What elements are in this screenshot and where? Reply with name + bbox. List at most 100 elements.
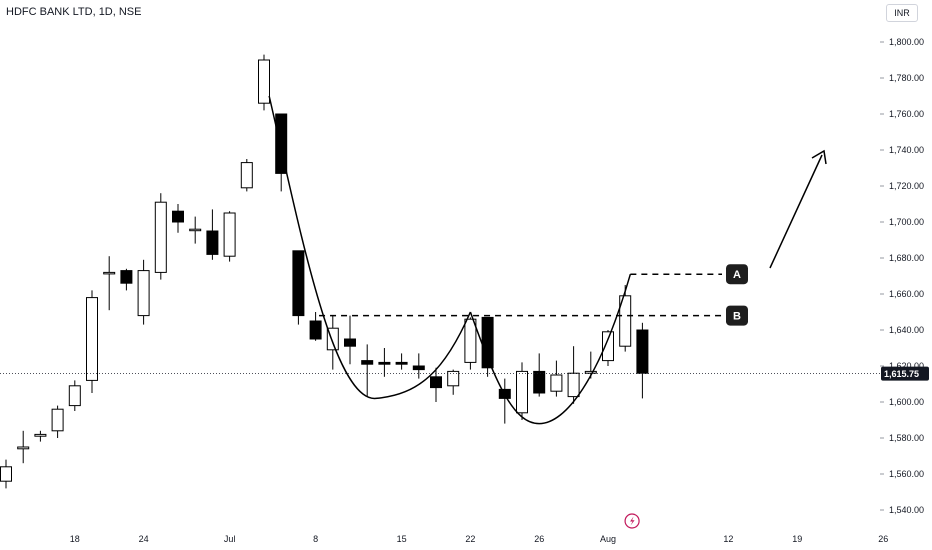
candle-body	[0, 466, 12, 482]
x-tick-label: 18	[70, 534, 80, 544]
candle	[361, 344, 374, 397]
candle	[0, 459, 12, 489]
x-tick-label: Jul	[224, 534, 236, 544]
candle	[275, 113, 288, 192]
candle	[51, 405, 64, 438]
candle-body	[206, 230, 219, 255]
candle-body	[395, 361, 408, 365]
candle-body	[378, 361, 391, 365]
candle-body	[275, 113, 288, 174]
candles-layer	[0, 54, 649, 489]
lightning-glyph	[630, 516, 635, 526]
candle-body	[481, 316, 494, 369]
candle-body	[602, 331, 614, 362]
candle-body	[103, 271, 116, 275]
candle-body	[137, 270, 150, 317]
candle	[258, 54, 270, 111]
y-tick-label: 1,620.00	[889, 361, 924, 371]
y-tick-label: 1,580.00	[889, 433, 924, 443]
y-tick-label: 1,560.00	[889, 469, 924, 479]
candle	[240, 159, 253, 192]
candle-body	[344, 338, 356, 347]
candle-body	[258, 59, 270, 104]
candle	[412, 353, 425, 379]
candle-body	[68, 385, 81, 407]
candle	[154, 193, 167, 280]
y-tick-label: 1,800.00	[889, 37, 924, 47]
candle	[395, 353, 408, 370]
currency-selector[interactable]: INR	[886, 4, 918, 22]
level-label-box	[726, 264, 748, 285]
drawing-layer: AB	[0, 95, 880, 425]
y-tick-label: 1,640.00	[889, 325, 924, 335]
candle-body	[17, 446, 30, 450]
candle-body	[636, 329, 649, 374]
candle	[516, 362, 528, 420]
candle-body	[464, 318, 477, 363]
candle	[309, 312, 322, 341]
y-tick-label: 1,600.00	[889, 397, 924, 407]
candle-body	[516, 370, 528, 414]
candle	[550, 360, 563, 397]
x-tick-label: Aug	[600, 534, 616, 544]
candle-body	[86, 297, 98, 381]
candle	[68, 380, 81, 411]
candle	[137, 259, 150, 325]
candle	[34, 430, 47, 442]
y-tick-label: 1,660.00	[889, 289, 924, 299]
cup-curve-left	[268, 95, 472, 400]
candle-body	[120, 270, 133, 284]
y-tick-label: 1,760.00	[889, 109, 924, 119]
x-tick-label: 26	[878, 534, 888, 544]
candle	[602, 330, 614, 366]
candle	[619, 285, 632, 352]
candle-body	[223, 212, 236, 257]
y-tick-label: 1,680.00	[889, 253, 924, 263]
candle	[206, 209, 219, 260]
candle-body	[567, 372, 580, 398]
y-tick-label: 1,700.00	[889, 217, 924, 227]
x-tick-label: 22	[465, 534, 475, 544]
candle	[189, 216, 202, 244]
level-label: B	[733, 311, 741, 323]
x-tick-label: 12	[723, 534, 733, 544]
last-price-tag	[881, 366, 929, 381]
x-tick-label: 15	[397, 534, 407, 544]
y-tick-label: 1,540.00	[889, 505, 924, 515]
candle	[378, 348, 391, 377]
target-arrow-head	[811, 149, 827, 165]
candle	[120, 268, 133, 291]
x-tick-label: 24	[139, 534, 149, 544]
candle-body	[326, 327, 339, 351]
y-tick-label: 1,720.00	[889, 181, 924, 191]
candle-body	[361, 360, 374, 365]
x-tick-label: 26	[534, 534, 544, 544]
candle	[636, 322, 649, 399]
candle-body	[154, 201, 167, 273]
candle-body	[189, 228, 202, 232]
cup-curve-right	[469, 273, 632, 425]
candle	[567, 346, 580, 404]
chart-title: HDFC BANK LTD, 1D, NSE	[6, 6, 142, 18]
x-tick-label: 19	[792, 534, 802, 544]
candle	[223, 211, 236, 262]
candle	[344, 315, 356, 365]
candle	[103, 256, 116, 311]
candle	[464, 317, 477, 370]
target-arrow-line	[769, 154, 823, 269]
candle-body	[533, 370, 546, 394]
x-tick-label: 8	[313, 534, 318, 544]
candle-body	[240, 162, 253, 189]
candle-body	[447, 370, 460, 387]
level-label: A	[733, 269, 741, 281]
candle-body	[584, 370, 597, 374]
axis-layer: 1,540.00 1,560.00 1,580.00 1,600.00 1,620.00…	[70, 37, 929, 544]
candle	[86, 290, 98, 393]
candle-body	[309, 320, 322, 340]
candle-body	[619, 295, 632, 347]
candle-body	[34, 433, 47, 437]
candle-body	[412, 365, 425, 371]
last-price-label: 1,615.75	[884, 369, 919, 379]
y-tick-label: 1,740.00	[889, 145, 924, 155]
